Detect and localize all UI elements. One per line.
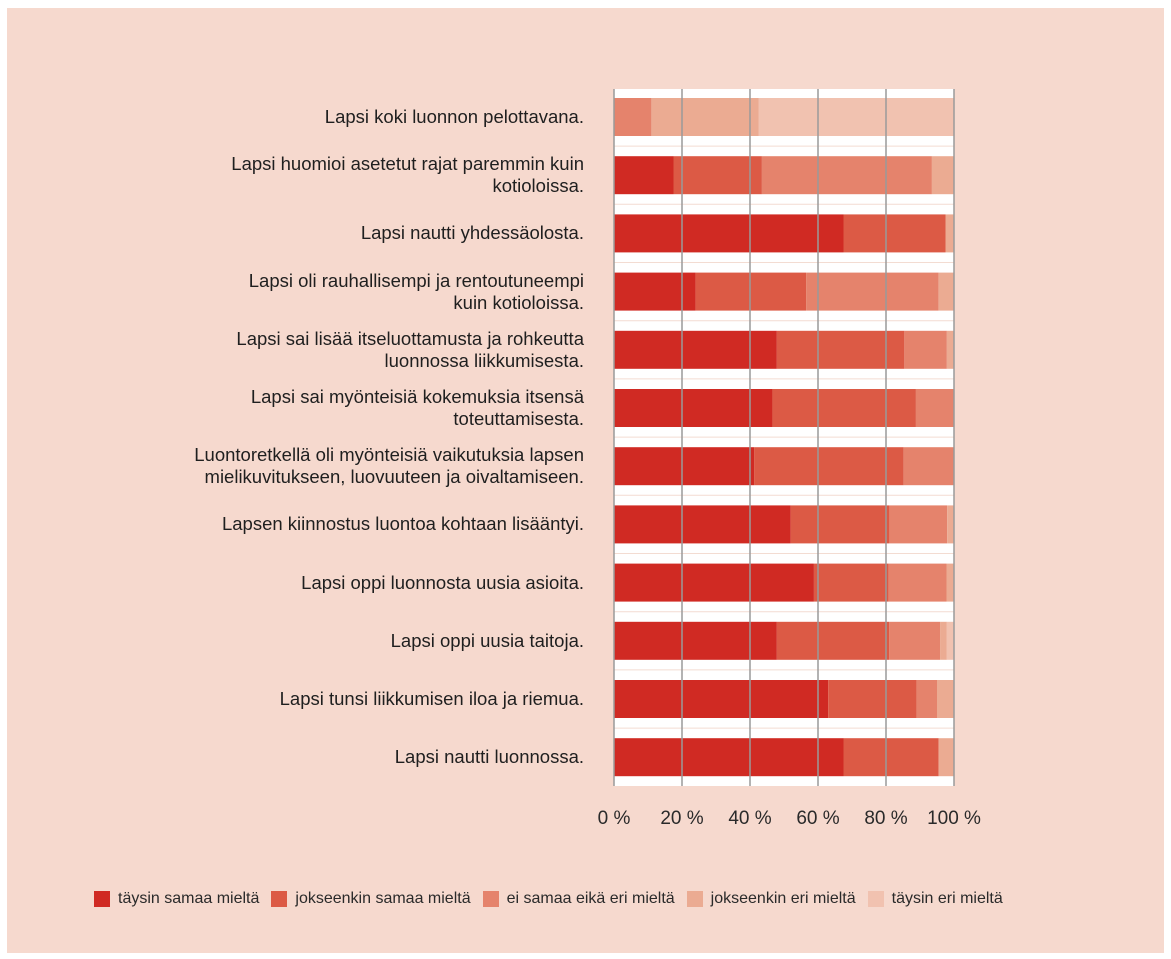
bar-segment bbox=[843, 738, 939, 777]
bar-segment bbox=[938, 272, 954, 311]
category-label: Lapsi oppi luonnosta uusia asioita. bbox=[114, 572, 584, 594]
bar-segment bbox=[614, 98, 652, 136]
bar-segment bbox=[938, 738, 954, 777]
category-label-line: Lapsi nautti luonnossa. bbox=[394, 746, 584, 768]
bar-segment bbox=[946, 621, 954, 660]
category-label: Lapsi sai myönteisiä kokemuksia itsensä t… bbox=[114, 386, 584, 430]
bar-segment bbox=[806, 272, 939, 311]
category-label: Lapsen kiinnostus luontoa kohtaan lisään… bbox=[114, 513, 584, 535]
x-tick-label: 100 % bbox=[927, 808, 981, 829]
category-label: Lapsi nautti luonnossa. bbox=[114, 746, 584, 768]
category-label-line: Lapsen kiinnostus luontoa kohtaan lisään… bbox=[221, 513, 584, 535]
bar-segment bbox=[754, 447, 904, 486]
bar-segment bbox=[776, 330, 905, 369]
bar-segment bbox=[614, 447, 755, 486]
category-label-line: Lapsi oli rauhallisempi ja rentoutuneemp… bbox=[248, 269, 584, 291]
bar-segment bbox=[915, 389, 954, 427]
legend-label: jokseenkin samaa mieltä bbox=[295, 890, 471, 907]
legend-label: täysin eri mieltä bbox=[891, 890, 1003, 907]
category-label: Lapsi huomioi asetetut rajat paremmin ku… bbox=[114, 153, 584, 197]
legend-swatch bbox=[94, 891, 110, 907]
bar-segment bbox=[776, 621, 890, 660]
bar-segment bbox=[761, 156, 932, 195]
x-tick-label: 60 % bbox=[796, 808, 840, 829]
legend-label: jokseenkin eri mieltä bbox=[710, 890, 856, 907]
category-label-line: toteuttamisesta. bbox=[453, 408, 584, 429]
bar-segment bbox=[695, 272, 807, 311]
category-label-line: Lapsi sai lisää itseluottamusta ja rohke… bbox=[236, 327, 584, 349]
category-label: Lapsi tunsi liikkumisen iloa ja riemua. bbox=[114, 688, 584, 710]
bar-segment bbox=[916, 680, 937, 718]
bar-segment bbox=[904, 330, 947, 369]
bar-segment bbox=[614, 738, 844, 777]
bar-segment bbox=[790, 505, 890, 544]
category-label-line: kotioloissa. bbox=[492, 175, 584, 197]
legend-swatch bbox=[686, 891, 703, 907]
bar-segment bbox=[614, 621, 777, 660]
category-label-line: kuin kotioloissa. bbox=[453, 291, 584, 313]
category-label: Lapsi oli rauhallisempi ja rentoutuneemp… bbox=[114, 270, 584, 314]
bar-segment bbox=[614, 214, 844, 253]
bar-segment bbox=[614, 330, 777, 369]
category-label-line: Lapsi oppi luonnosta uusia asioita. bbox=[301, 571, 584, 593]
bar-segment bbox=[614, 563, 814, 602]
category-label-line: Lapsi oppi uusia taitoja. bbox=[390, 629, 584, 651]
bar-segment bbox=[931, 156, 954, 195]
legend-swatch bbox=[867, 891, 884, 907]
bar-segment bbox=[758, 98, 954, 136]
category-label-line: mielikuvitukseen, luovuuteen ja oivaltam… bbox=[204, 466, 584, 488]
category-label-line: Lapsi sai myönteisiä kokemuksia itsensä bbox=[250, 386, 584, 407]
category-label: Lapsi nautti yhdessäolosta. bbox=[114, 222, 584, 244]
category-label-line: Lapsi koki luonnon pelottavana. bbox=[324, 106, 584, 127]
bar-segment bbox=[651, 98, 759, 136]
bar-segment bbox=[947, 505, 954, 544]
bar-segment bbox=[614, 389, 773, 427]
category-label-line: Lapsi huomioi asetetut rajat paremmin ku… bbox=[231, 153, 584, 175]
bar-segment bbox=[614, 272, 696, 311]
legend: täysin samaa mieltä jokseenkin samaa miel… bbox=[94, 890, 1015, 908]
bar-segment bbox=[946, 563, 954, 602]
bar-segment bbox=[946, 330, 954, 369]
legend-item: jokseenkin eri mieltä bbox=[686, 890, 856, 908]
legend-item: täysin eri mieltä bbox=[867, 890, 1003, 908]
bar-segment bbox=[813, 563, 889, 602]
bar-segment bbox=[945, 214, 954, 253]
bar-segment bbox=[614, 156, 674, 195]
bar-segment bbox=[614, 505, 791, 544]
category-label: Luontoretkellä oli myönteisiä vaikutuksi… bbox=[114, 444, 584, 488]
legend-label: täysin samaa mieltä bbox=[118, 890, 260, 907]
x-tick-label: 80 % bbox=[864, 808, 908, 829]
category-label-line: Lapsi nautti yhdessäolosta. bbox=[360, 222, 584, 244]
category-label-line: luonnossa liikkumisesta. bbox=[384, 349, 584, 371]
bar-segment bbox=[614, 680, 829, 718]
bar-segment bbox=[772, 389, 916, 427]
bar-segment bbox=[673, 156, 762, 195]
category-label-line: Lapsi tunsi liikkumisen iloa ja riemua. bbox=[279, 688, 584, 709]
bar-segment bbox=[937, 680, 954, 718]
x-tick-label: 20 % bbox=[660, 808, 704, 829]
legend-swatch bbox=[482, 891, 499, 907]
bar-segment bbox=[889, 505, 948, 544]
category-label: Lapsi oppi uusia taitoja. bbox=[114, 630, 584, 652]
chart-frame bbox=[7, 8, 1164, 953]
bar-segment bbox=[903, 447, 954, 486]
legend-item: täysin samaa mieltä bbox=[94, 890, 259, 908]
legend-swatch bbox=[271, 891, 288, 907]
category-label-line: Luontoretkellä oli myönteisiä vaikutuksi… bbox=[194, 444, 584, 466]
bar-segment bbox=[843, 214, 946, 253]
bar-segment bbox=[828, 680, 917, 718]
bar-segment bbox=[940, 621, 947, 660]
legend-item: jokseenkin samaa mieltä bbox=[271, 890, 471, 908]
category-label: Lapsi sai lisää itseluottamusta ja rohke… bbox=[114, 328, 584, 372]
bar-segment bbox=[888, 563, 947, 602]
bar-segment bbox=[889, 621, 941, 660]
x-tick-label: 0 % bbox=[597, 808, 631, 829]
legend-label: ei samaa eikä eri mieltä bbox=[506, 890, 675, 907]
legend-item: ei samaa eikä eri mieltä bbox=[482, 890, 675, 908]
category-label: Lapsi koki luonnon pelottavana. bbox=[114, 106, 584, 128]
x-tick-label: 40 % bbox=[728, 808, 772, 829]
